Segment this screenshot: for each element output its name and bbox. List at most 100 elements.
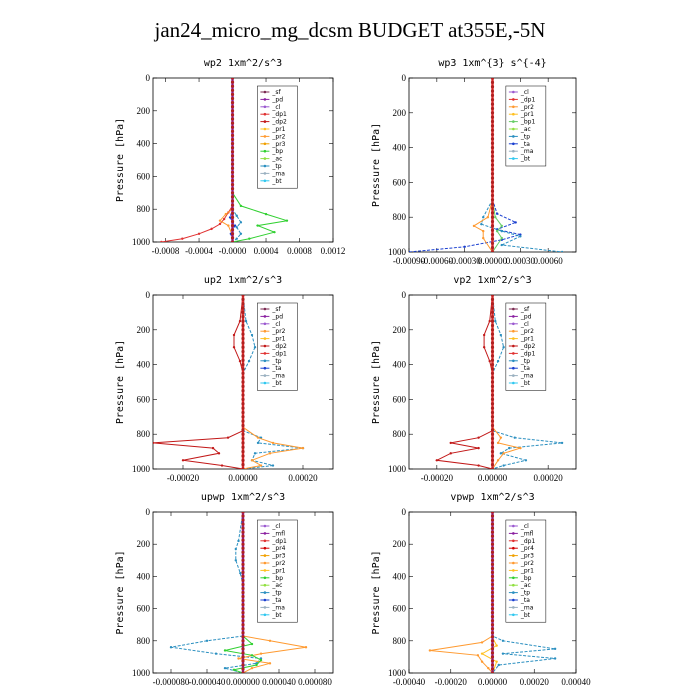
x-tick-label: -0.00020	[421, 473, 454, 483]
data-point	[268, 639, 272, 642]
zero-marker	[490, 93, 495, 97]
zero-marker	[230, 146, 235, 150]
zero-marker	[490, 415, 495, 419]
y-tick-label: 0	[402, 290, 407, 300]
data-point	[487, 666, 490, 670]
zero-marker	[230, 101, 235, 105]
legend-label: _ac	[271, 156, 282, 163]
zero-marker	[490, 518, 495, 522]
zero-marker	[490, 570, 495, 574]
legend-marker	[512, 142, 515, 146]
legend-label: _sf	[520, 306, 530, 313]
legend-marker	[512, 546, 515, 550]
legend-label: _sf	[271, 306, 281, 313]
zero-marker	[241, 423, 245, 428]
data-point	[502, 346, 505, 349]
zero-marker	[490, 237, 495, 241]
data-point	[285, 219, 289, 222]
x-tick-label: 0.000000	[226, 677, 260, 687]
legend: _cl_dp1_pr2_pr1_bp1_ac_tp_ta_ma_bt	[505, 85, 547, 167]
chart-title: wp3 1xm^{3} s^{-4}	[438, 58, 546, 69]
legend-marker	[512, 524, 515, 528]
zero-marker	[241, 302, 245, 306]
data-point	[500, 243, 503, 247]
zero-marker	[490, 671, 495, 673]
data-point	[220, 464, 224, 467]
data-point	[205, 639, 209, 642]
zero-marker	[490, 432, 495, 436]
zero-marker	[490, 306, 495, 310]
legend-label: _pr1	[271, 126, 285, 133]
zero-marker	[241, 467, 245, 469]
y-tick-label: 400	[137, 139, 151, 149]
data-point	[514, 221, 517, 224]
series-line-dp1	[161, 78, 233, 242]
zero-marker	[241, 546, 245, 550]
series-line-pr1	[481, 512, 498, 673]
zero-marker	[490, 512, 495, 514]
data-point	[238, 359, 242, 363]
legend-label: _ta	[520, 141, 530, 148]
zero-marker	[241, 341, 245, 345]
data-point	[232, 346, 236, 349]
data-point	[256, 441, 260, 445]
zero-marker	[230, 207, 235, 211]
data-point	[476, 654, 480, 657]
x-tick-label: -0.00060	[421, 256, 454, 266]
legend-label: _dp1	[520, 538, 536, 545]
legend-marker	[263, 352, 267, 355]
zero-marker	[241, 389, 245, 393]
zero-marker	[490, 550, 495, 554]
zero-marker	[241, 349, 245, 354]
zero-marker	[490, 514, 495, 518]
series-line-ta	[409, 78, 521, 252]
plot-frame	[152, 77, 334, 243]
legend-label: _ta	[520, 365, 530, 372]
x-tick-label: 0.0008	[287, 246, 312, 256]
zero-marker	[490, 534, 495, 538]
zero-marker	[230, 78, 235, 80]
plot-area	[428, 512, 557, 673]
zero-marker	[490, 602, 495, 607]
zero-marker	[241, 607, 245, 611]
x-tick-label: 0.00020	[288, 473, 318, 483]
zero-marker	[230, 203, 235, 207]
data-point	[271, 464, 275, 467]
zero-marker	[241, 295, 245, 297]
data-point	[250, 459, 254, 462]
zero-marker	[241, 598, 245, 603]
legend-marker	[512, 374, 515, 377]
zero-marker	[490, 345, 495, 349]
zero-marker	[490, 376, 495, 380]
legend-marker	[512, 352, 515, 355]
legend-marker	[263, 561, 267, 565]
zero-marker	[241, 655, 245, 659]
data-point	[496, 459, 500, 462]
chart-title: wp2 1xm^2/s^3	[204, 58, 282, 69]
y-tick-label: 0	[146, 507, 151, 517]
data-point	[256, 224, 259, 227]
legend-marker	[263, 532, 267, 535]
data-point	[501, 639, 505, 642]
legend-marker	[263, 120, 267, 123]
zero-marker	[241, 590, 245, 595]
zero-marker	[490, 150, 495, 154]
legend-label: _bp	[271, 148, 283, 155]
zero-marker	[241, 332, 245, 336]
zero-marker	[230, 113, 235, 117]
zero-marker	[490, 458, 495, 462]
legend-marker	[512, 105, 515, 109]
legend-label: _pr2	[520, 560, 534, 567]
zero-marker	[241, 586, 245, 591]
zero-marker	[241, 384, 245, 388]
series-line-tp	[492, 295, 563, 469]
data-point	[488, 359, 491, 363]
zero-marker	[241, 663, 245, 667]
legend-label: _cl	[271, 104, 280, 111]
x-tick-label: -0.00090	[393, 256, 426, 266]
legend-label: _pr2	[271, 133, 285, 140]
data-point	[250, 642, 254, 646]
zero-marker	[241, 397, 245, 401]
data-point	[480, 641, 484, 644]
